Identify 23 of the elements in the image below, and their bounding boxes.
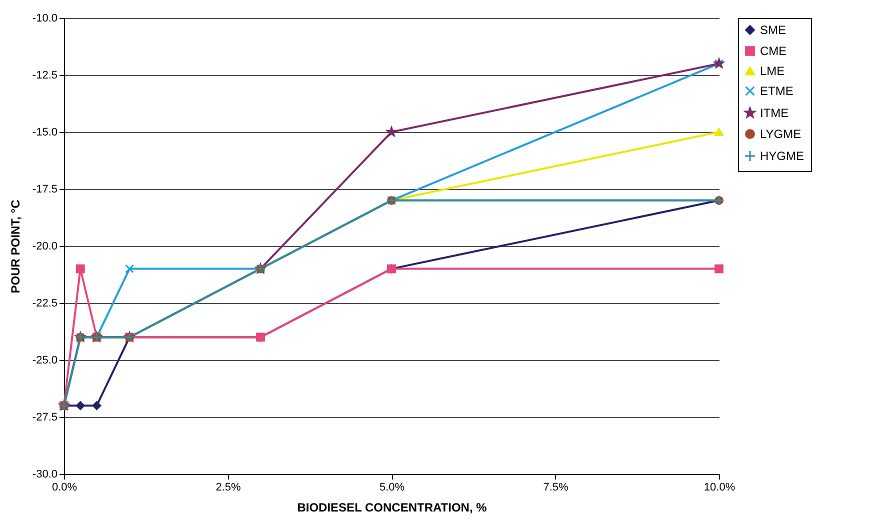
- legend-label: LME: [760, 64, 785, 78]
- x-tick-label: 0.0%: [52, 482, 78, 494]
- y-tick-label: -22.5: [32, 298, 58, 310]
- y-axis-title: POUR POINT, °C: [8, 199, 22, 294]
- y-tick-label: -30.0: [32, 468, 58, 480]
- y-tick-label: -20.0: [32, 240, 58, 252]
- y-tick-label: -27.5: [32, 412, 58, 424]
- legend-label: LYGME: [760, 127, 802, 141]
- legend-label: SME: [760, 23, 786, 37]
- y-tick-label: -10.0: [32, 12, 58, 24]
- legend-label: ETME: [760, 84, 794, 98]
- y-tick-label: -17.5: [32, 184, 58, 196]
- legend-label: HYGME: [760, 149, 804, 163]
- legend-label: CME: [760, 44, 787, 58]
- x-axis-title: BIODIESEL CONCENTRATION, %: [297, 500, 488, 514]
- y-tick-label: -25.0: [32, 354, 58, 366]
- legend-label: ITME: [760, 106, 789, 120]
- x-tick-label: 10.0%: [704, 482, 736, 494]
- y-tick-label: -15.0: [32, 126, 58, 138]
- x-tick-label: 7.5%: [543, 482, 568, 494]
- x-tick-label: 2.5%: [216, 482, 241, 494]
- x-tick-label: 5.0%: [379, 482, 405, 494]
- y-tick-label: -12.5: [32, 70, 58, 82]
